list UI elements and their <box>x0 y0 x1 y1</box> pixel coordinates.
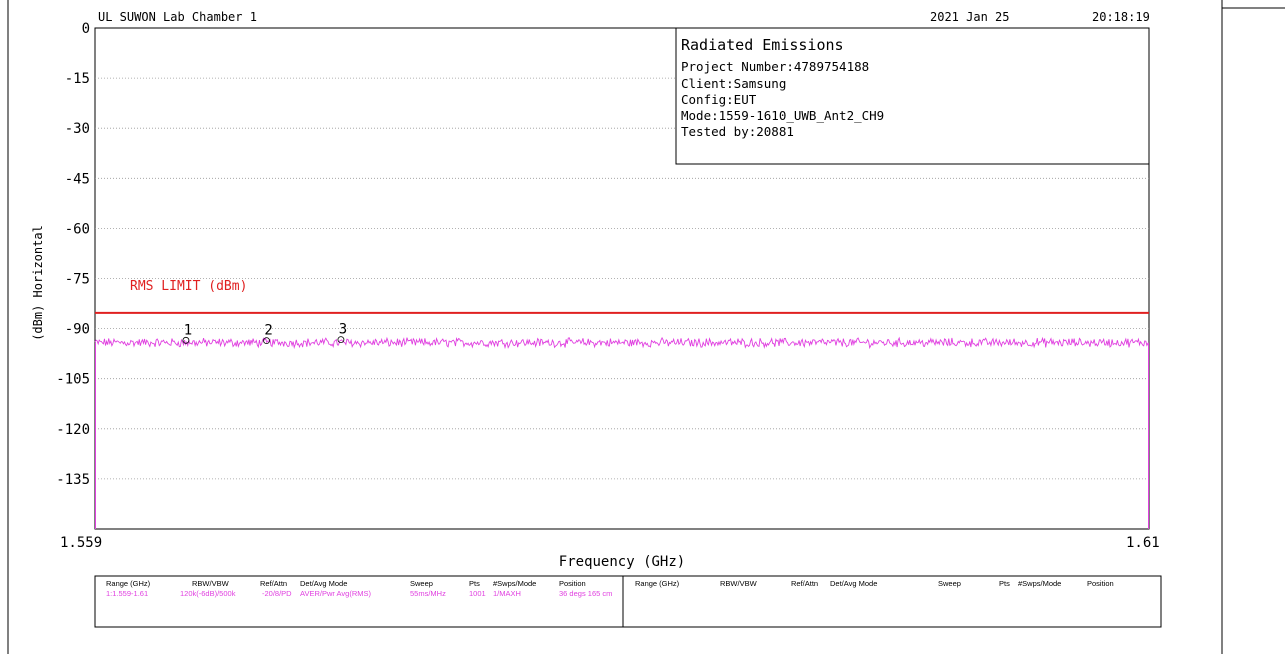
settings-header-right: Sweep <box>938 579 961 588</box>
info-box: Radiated Emissions Project Number:478975… <box>675 27 1150 165</box>
marker-layer: 1 2 3 <box>182 322 347 345</box>
settings-value: -20/8/PD <box>262 589 292 598</box>
settings-header-right: Pts <box>999 579 1010 588</box>
y-tick-label: -90 <box>65 322 90 338</box>
date-label: 2021 Jan 25 <box>930 10 1009 24</box>
settings-header: Position <box>559 579 586 588</box>
marker-label: 3 <box>339 322 347 338</box>
y-tick-label: -15 <box>65 71 90 87</box>
marker-label: 1 <box>184 322 192 338</box>
y-tick-label: -135 <box>56 472 90 488</box>
settings-header-right: Det/Avg Mode <box>830 579 877 588</box>
y-tick-labels: 0 -15 -30 -45 -60 -75 -90 -105 -120 -135 <box>56 21 90 488</box>
settings-header: Range (GHz) <box>106 579 151 588</box>
settings-header-right: #Swps/Mode <box>1018 579 1061 588</box>
settings-value: 120k(-6dB)/500k <box>180 589 236 598</box>
info-line-client: Client:Samsung <box>681 76 786 91</box>
info-line-mode: Mode:1559-1610_UWB_Ant2_CH9 <box>681 108 884 123</box>
settings-value: 55ms/MHz <box>410 589 446 598</box>
info-title: Radiated Emissions <box>681 36 844 54</box>
info-line-project: Project Number:4789754188 <box>681 59 869 74</box>
settings-value: 1001 <box>469 589 486 598</box>
y-tick-label: -105 <box>56 372 90 388</box>
emission-trace <box>94 336 1149 350</box>
settings-header: #Swps/Mode <box>493 579 536 588</box>
marker-point <box>263 337 270 345</box>
time-label: 20:18:19 <box>1092 10 1150 24</box>
settings-value: 1:1.559-1.61 <box>106 589 148 598</box>
settings-header-right: RBW/VBW <box>720 579 758 588</box>
settings-value: 1/MAXH <box>493 589 521 598</box>
settings-header-right: Position <box>1087 579 1114 588</box>
settings-header: Sweep <box>410 579 433 588</box>
marker-point <box>337 336 345 344</box>
info-line-tested-by: Tested by:20881 <box>681 124 794 139</box>
rms-limit-label: RMS LIMIT (dBm) <box>130 279 247 294</box>
marker-point <box>182 336 190 344</box>
settings-header: Pts <box>469 579 480 588</box>
info-line-config: Config:EUT <box>681 92 757 107</box>
x-tick-min: 1.559 <box>60 535 102 551</box>
settings-left: Range (GHz) RBW/VBW Ref/Attn Det/Avg Mode Sw… <box>106 579 612 598</box>
settings-header: RBW/VBW <box>192 579 230 588</box>
x-tick-max: 1.61 <box>1126 535 1160 551</box>
y-tick-label: -45 <box>65 171 90 187</box>
y-tick-label: -30 <box>65 121 90 137</box>
plot-area: 0 -15 -30 -45 -60 -75 -90 -105 -120 -135 1 2 3 RMS … <box>56 21 1150 530</box>
settings-value: AVER/Pwr Avg(RMS) <box>300 589 371 598</box>
settings-header: Ref/Attn <box>260 579 287 588</box>
y-tick-label: -75 <box>65 272 90 288</box>
x-axis-label: Frequency (GHz) <box>559 554 685 570</box>
y-tick-label: 0 <box>82 21 90 37</box>
settings-header-right: Ref/Attn <box>791 579 818 588</box>
limit-layer: RMS LIMIT (dBm) <box>95 279 1149 314</box>
y-tick-label: -120 <box>56 422 90 438</box>
marker-label: 2 <box>264 323 272 339</box>
y-tick-label: -60 <box>65 221 90 237</box>
settings-value: 36 degs 165 cm <box>559 589 612 598</box>
info-box-frame <box>675 27 1150 165</box>
settings-header-right: Range (GHz) <box>635 579 680 588</box>
settings-right: Range (GHz) RBW/VBW Ref/Attn Det/Avg Mode Sw… <box>635 579 1114 588</box>
settings-table: Range (GHz) RBW/VBW Ref/Attn Det/Avg Mode Sw… <box>94 575 1162 628</box>
site-label: UL SUWON Lab Chamber 1 <box>98 10 257 24</box>
settings-header: Det/Avg Mode <box>300 579 347 588</box>
trace-layer <box>94 336 1149 529</box>
y-axis-label: (dBm) Horizontal <box>31 225 45 341</box>
settings-table-frame <box>94 575 1162 628</box>
